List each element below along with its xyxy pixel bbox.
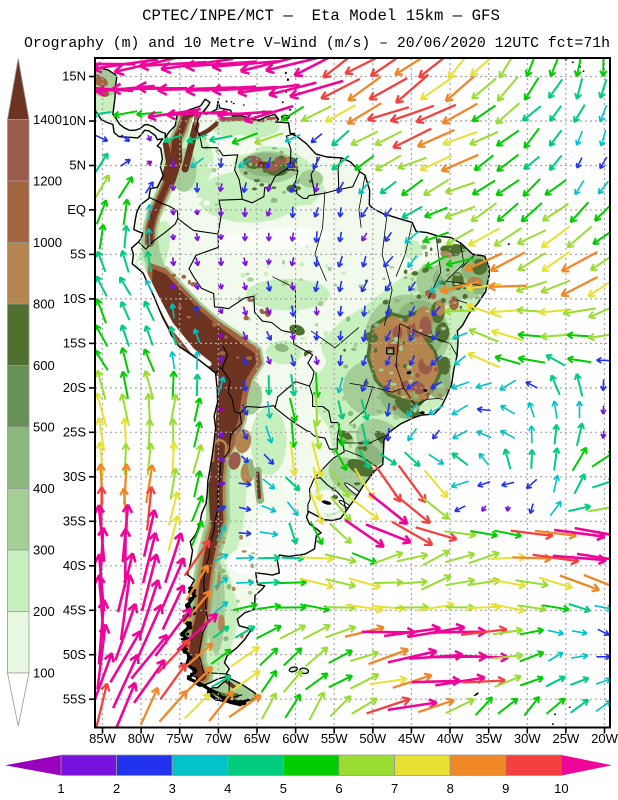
svg-text:5N: 5N (69, 158, 86, 173)
svg-text:50S: 50S (63, 647, 86, 662)
svg-text:70W: 70W (205, 731, 232, 746)
svg-text:500: 500 (33, 420, 55, 435)
svg-text:40S: 40S (63, 558, 86, 573)
svg-text:55S: 55S (63, 691, 86, 706)
svg-text:EQ: EQ (67, 202, 86, 217)
svg-text:40W: 40W (437, 731, 464, 746)
svg-text:35W: 35W (475, 731, 502, 746)
svg-text:80W: 80W (128, 731, 155, 746)
svg-text:6: 6 (335, 781, 342, 796)
svg-text:10S: 10S (63, 291, 86, 306)
svg-text:1000: 1000 (33, 235, 62, 250)
svg-text:30W: 30W (514, 731, 541, 746)
svg-text:4: 4 (224, 781, 231, 796)
svg-text:1400: 1400 (33, 112, 62, 127)
svg-text:35S: 35S (63, 514, 86, 529)
svg-text:75W: 75W (166, 731, 193, 746)
svg-text:5: 5 (280, 781, 287, 796)
svg-text:7: 7 (391, 781, 398, 796)
svg-text:25S: 25S (63, 425, 86, 440)
svg-text:100: 100 (33, 666, 55, 681)
svg-text:25W: 25W (553, 731, 580, 746)
svg-text:9: 9 (502, 781, 509, 796)
svg-text:30S: 30S (63, 469, 86, 484)
svg-text:800: 800 (33, 297, 55, 312)
svg-text:45S: 45S (63, 603, 86, 618)
svg-text:55W: 55W (321, 731, 348, 746)
svg-text:10N: 10N (62, 113, 86, 128)
svg-text:3: 3 (169, 781, 176, 796)
svg-text:600: 600 (33, 358, 55, 373)
svg-text:65W: 65W (244, 731, 271, 746)
svg-text:5S: 5S (70, 247, 86, 262)
svg-text:200: 200 (33, 604, 55, 619)
svg-text:15N: 15N (62, 69, 86, 84)
svg-text:2: 2 (113, 781, 120, 796)
svg-text:20S: 20S (63, 380, 86, 395)
svg-text:300: 300 (33, 543, 55, 558)
svg-text:45W: 45W (398, 731, 425, 746)
svg-text:1: 1 (57, 781, 64, 796)
svg-text:85W: 85W (89, 731, 116, 746)
svg-text:1200: 1200 (33, 174, 62, 189)
svg-text:400: 400 (33, 481, 55, 496)
svg-text:15S: 15S (63, 336, 86, 351)
svg-text:8: 8 (447, 781, 454, 796)
svg-text:10: 10 (554, 781, 568, 796)
svg-text:50W: 50W (359, 731, 386, 746)
svg-text:20W: 20W (591, 731, 618, 746)
svg-text:60W: 60W (282, 731, 309, 746)
